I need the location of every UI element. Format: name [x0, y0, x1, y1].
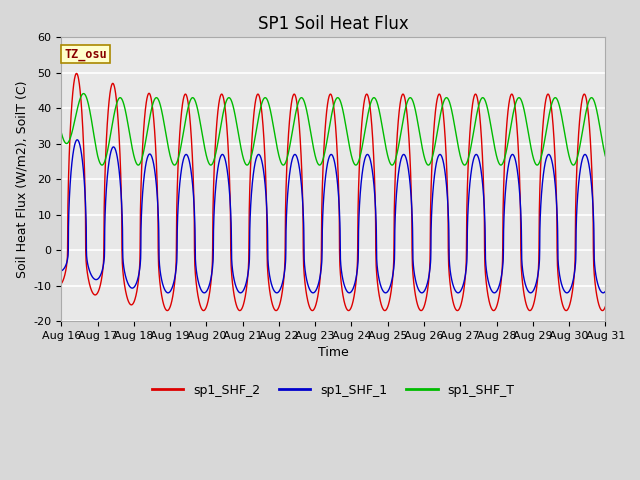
sp1_SHF_1: [166, 288, 174, 294]
Y-axis label: Soil Heat Flux (W/m2), SoilT (C): Soil Heat Flux (W/m2), SoilT (C): [15, 81, 28, 278]
sp1_SHF_T: [319, 156, 327, 162]
Line: sp1_SHF_1: sp1_SHF_1: [61, 140, 605, 293]
sp1_SHF_1: [388, 278, 396, 284]
sp1_SHF_1: [58, 268, 65, 274]
sp1_SHF_2: [319, 165, 327, 171]
sp1_SHF_2: [388, 284, 396, 290]
sp1_SHF_2: [163, 308, 171, 313]
sp1_SHF_2: [166, 304, 174, 310]
sp1_SHF_T: [80, 91, 88, 96]
sp1_SHF_1: [74, 137, 81, 143]
sp1_SHF_2: [58, 281, 65, 287]
sp1_SHF_2: [238, 305, 246, 311]
sp1_SHF_2: [275, 306, 282, 312]
sp1_SHF_2: [602, 304, 609, 310]
sp1_SHF_T: [275, 150, 282, 156]
sp1_SHF_1: [164, 290, 172, 296]
Line: sp1_SHF_T: sp1_SHF_T: [61, 94, 605, 165]
Title: SP1 Soil Heat Flux: SP1 Soil Heat Flux: [258, 15, 409, 33]
sp1_SHF_T: [388, 162, 396, 168]
X-axis label: Time: Time: [318, 347, 349, 360]
sp1_SHF_T: [166, 153, 174, 159]
sp1_SHF_1: [275, 289, 282, 295]
sp1_SHF_2: [72, 71, 80, 76]
sp1_SHF_T: [577, 137, 585, 143]
Text: TZ_osu: TZ_osu: [64, 48, 107, 60]
sp1_SHF_T: [602, 153, 609, 159]
sp1_SHF_2: [577, 104, 585, 109]
sp1_SHF_T: [98, 162, 106, 168]
sp1_SHF_T: [58, 130, 65, 136]
sp1_SHF_1: [238, 289, 246, 295]
Legend: sp1_SHF_2, sp1_SHF_1, sp1_SHF_T: sp1_SHF_2, sp1_SHF_1, sp1_SHF_T: [147, 379, 520, 402]
sp1_SHF_1: [577, 162, 585, 168]
sp1_SHF_1: [602, 288, 609, 294]
sp1_SHF_T: [238, 151, 246, 156]
sp1_SHF_1: [319, 206, 327, 212]
Line: sp1_SHF_2: sp1_SHF_2: [61, 73, 605, 311]
